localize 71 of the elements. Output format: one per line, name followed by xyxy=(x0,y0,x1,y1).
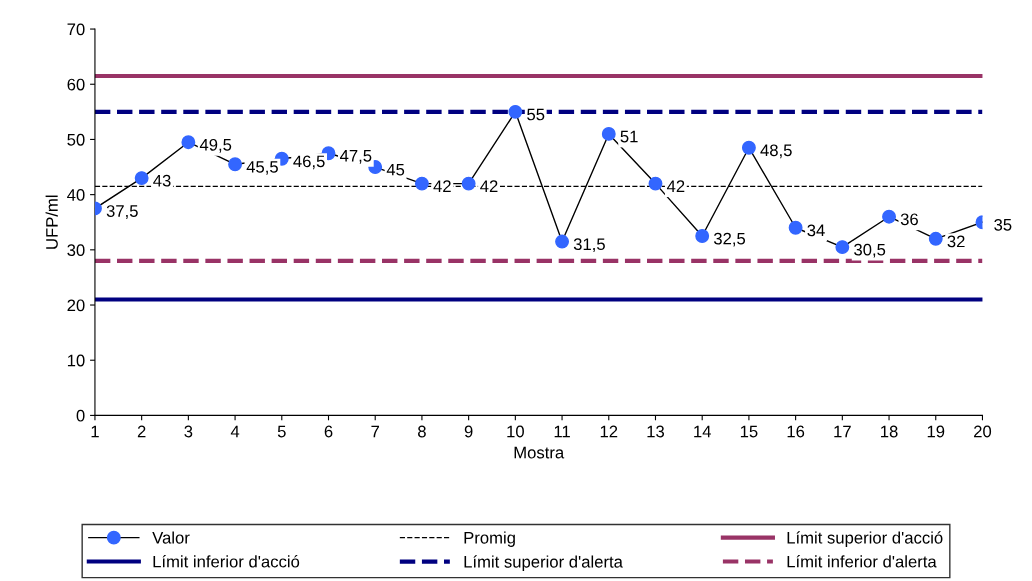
y-tick-label: 30 xyxy=(67,244,85,257)
data-label: 32 xyxy=(947,235,965,248)
point xyxy=(555,234,570,249)
x-tick-label: 8 xyxy=(418,425,426,438)
point xyxy=(741,140,756,155)
point xyxy=(601,126,616,141)
y-axis-title: UFP/ml xyxy=(45,195,58,249)
legend-label: Límit inferior d'acció xyxy=(153,555,300,568)
point xyxy=(882,209,896,224)
legend-label: Límit superior d'acció xyxy=(787,531,943,547)
x-tick-label: 9 xyxy=(464,425,473,438)
y-tick-label: 20 xyxy=(67,299,85,312)
data-label: 51 xyxy=(620,130,638,143)
x-tick-label: 3 xyxy=(184,425,193,438)
y-tick-label: 10 xyxy=(67,354,85,367)
data-label: 47,5 xyxy=(340,150,372,164)
y-tick-label: 0 xyxy=(76,409,85,422)
legend-label: Límit inferior d'alerta xyxy=(787,555,937,568)
data-label: 45 xyxy=(386,163,405,176)
legend-label: Promig xyxy=(464,531,515,547)
y-tick-label: 60 xyxy=(67,78,85,91)
point xyxy=(928,231,943,246)
data-label: 46,5 xyxy=(293,155,325,170)
x-tick-label: 14 xyxy=(694,425,711,438)
x-tick-label: 7 xyxy=(371,425,380,438)
data-label: 42 xyxy=(666,180,685,192)
y-tick-label: 70 xyxy=(67,23,85,36)
data-label: 30,5 xyxy=(854,243,886,258)
data-label: 49,5 xyxy=(199,138,232,153)
x-axis-title: Mostra xyxy=(514,446,565,459)
x-tick-label: 18 xyxy=(881,425,898,438)
data-label: 35 xyxy=(994,218,1012,231)
point xyxy=(461,176,476,191)
x-tick-label: 12 xyxy=(600,425,618,438)
point xyxy=(788,220,803,235)
point xyxy=(228,157,243,172)
x-tick-label: 17 xyxy=(834,425,851,438)
x-tick-label: 11 xyxy=(554,425,570,438)
legend-label: Límit superior d'alerta xyxy=(464,555,623,571)
data-label: 36 xyxy=(900,213,918,226)
data-label: 43 xyxy=(153,174,171,187)
x-tick-label: 2 xyxy=(137,425,146,438)
data-label: 32,5 xyxy=(713,232,746,247)
point xyxy=(508,104,523,119)
data-label: 34 xyxy=(807,224,825,237)
point xyxy=(835,240,850,255)
x-tick-label: 13 xyxy=(647,425,665,438)
x-tick-label: 5 xyxy=(277,425,286,438)
x-tick-label: 19 xyxy=(927,425,945,438)
x-tick-label: 6 xyxy=(324,425,333,438)
point xyxy=(181,135,196,150)
x-tick-label: 15 xyxy=(740,425,758,438)
point xyxy=(695,229,710,243)
data-label: 37,5 xyxy=(106,205,138,219)
legend-label: Valor xyxy=(152,531,190,544)
point xyxy=(414,176,429,191)
data-label: 55 xyxy=(527,108,545,121)
x-tick-label: 16 xyxy=(787,425,805,438)
x-tick-label: 4 xyxy=(230,425,240,438)
x-tick-label: 1 xyxy=(91,425,99,438)
data-label: 45,5 xyxy=(246,161,278,175)
x-tick-label: 20 xyxy=(974,425,992,438)
point xyxy=(648,176,663,191)
data-label: 42 xyxy=(480,180,498,192)
data-label: 31,5 xyxy=(573,238,605,253)
x-tick-label: 10 xyxy=(507,425,524,438)
data-label: 48,5 xyxy=(760,144,792,159)
y-tick-label: 50 xyxy=(67,133,85,146)
point xyxy=(134,171,149,186)
data-label: 42 xyxy=(433,180,451,192)
y-tick-label: 40 xyxy=(67,189,85,201)
